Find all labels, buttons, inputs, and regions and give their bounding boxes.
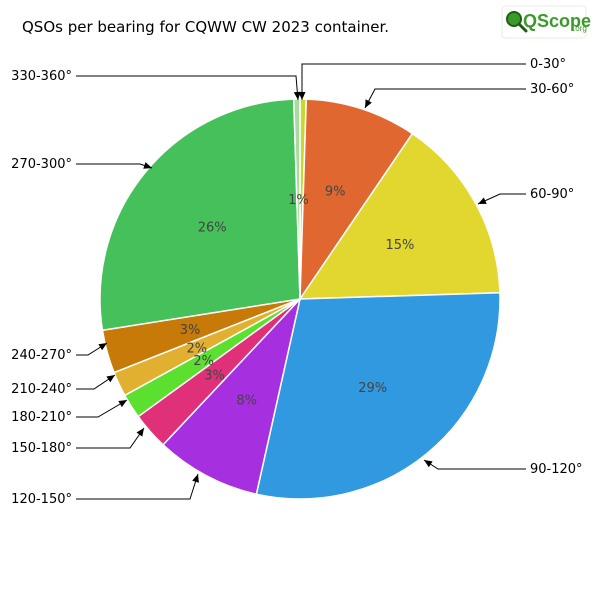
slice-category-label: 60-90° [530,187,574,202]
slice-percent-label: 1% [288,193,309,208]
slice-category-label: 270-300° [11,157,72,172]
callout-line [423,459,526,470]
callout-line [364,88,526,109]
slice-percent-label: 15% [385,238,414,253]
callout-arrowhead [365,99,372,108]
logo-text: QScope [523,11,591,31]
pie-slice [298,132,501,300]
callout-arrowhead [298,92,306,100]
slice-category-label: 210-240° [11,382,72,397]
callout-arrowhead [424,460,433,468]
slice-category-label: 240-270° [11,348,72,363]
slice-category-label: 90-120° [530,462,583,477]
callout-arrowhead [293,91,301,100]
callout-arrowhead [478,197,487,204]
callout-line [76,374,116,390]
callout-arrowhead [118,400,127,408]
pie-slice [99,98,301,332]
pie-slices [99,98,501,500]
callout-arrowhead [192,474,199,483]
pie-slice [299,98,414,302]
logo-suffix: .org [573,24,587,33]
callout-line [76,427,145,449]
magnifier-icon [506,11,528,33]
callout-labels: 0-30° 30-60° 60-90° 90-120° 120-150° 150-180°… [11,57,582,507]
callout-arrowhead [143,162,152,169]
pie-slice [255,291,501,500]
slice-category-label: 180-210° [11,410,72,425]
callout-line [76,163,153,169]
slice-percent-label: 29% [358,381,387,396]
callout-line [301,63,526,100]
callout-arrowhead [106,375,115,383]
slice-percent-label: 2% [193,354,214,369]
pie-slice [162,296,302,496]
callout-line [76,399,128,418]
slice-percent-label: 9% [325,185,346,200]
slice-percent-label: 26% [198,220,227,235]
pie-slice [292,98,301,300]
callout-arrowhead [98,343,107,351]
slice-percent-label: 2% [186,342,207,357]
slice-category-label: 0-30° [530,57,566,72]
callout-line [76,473,199,500]
slice-category-label: 30-60° [530,82,574,97]
chart-title: QSOs per bearing for CQWW CW 2023 contai… [22,18,389,36]
slice-percent-label: 8% [236,394,257,409]
slice-percent-label: 3% [180,323,201,338]
slice-category-label: 330-360° [11,69,72,84]
callout-arrowhead [136,428,144,437]
slice-category-label: 120-150° [11,492,72,507]
logo: QScope .org [501,5,591,39]
callout-line [76,75,299,101]
callout-line [477,193,526,205]
slice-category-label: 150-180° [11,441,72,456]
percent-labels: 9%15%29%8%3%2%2%3%26%1% [180,185,415,409]
slice-percent-label: 3% [204,368,225,383]
